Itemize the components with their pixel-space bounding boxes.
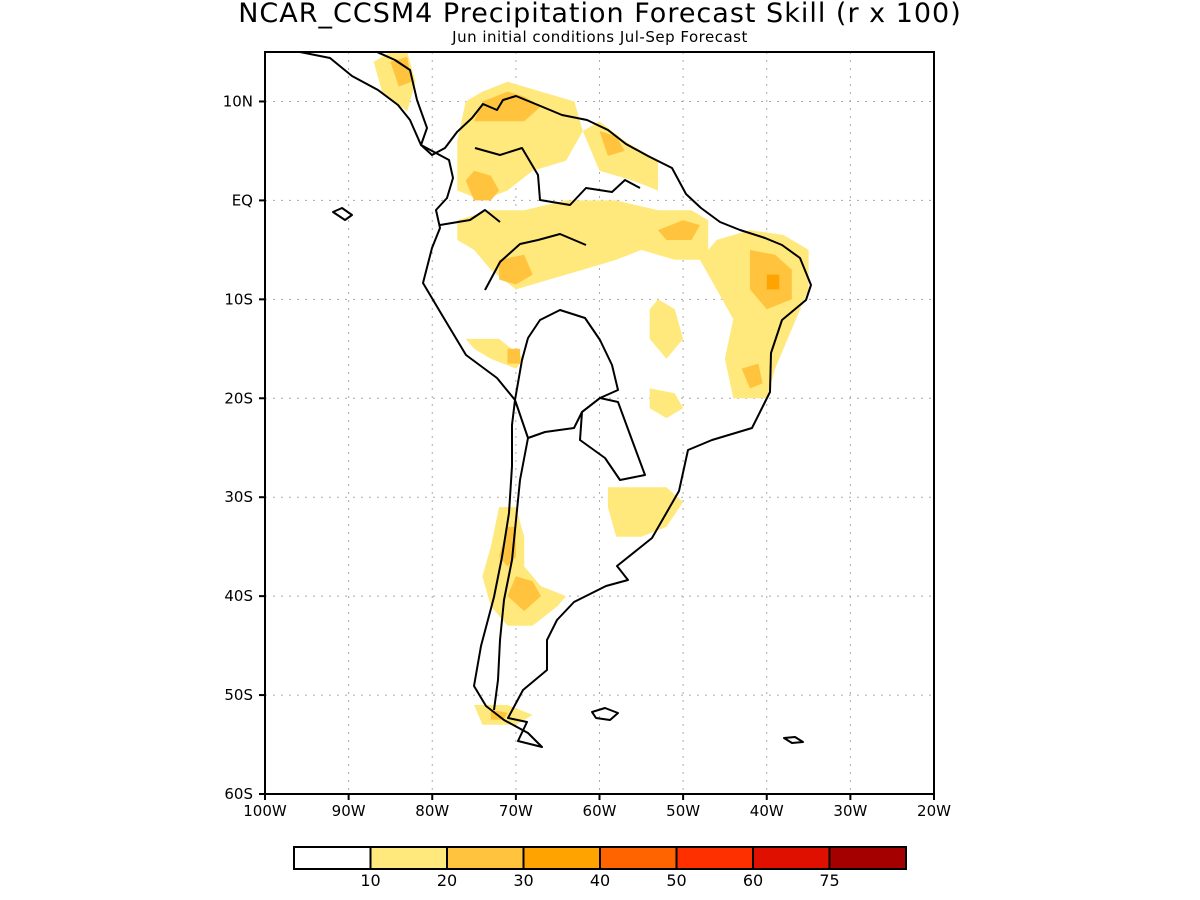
skill-region-amazon-core — [499, 254, 533, 285]
chart-title: NCAR_CCSM4 Precipitation Forecast Skill … — [238, 0, 962, 29]
y-tick-label: 60S — [224, 785, 253, 803]
x-tick-label: 20W — [917, 802, 951, 820]
axis-ticks: 100W 90W 80W 70W 60W 50W 40W 30W 20W 10N EQ 10S 20S 3… — [223, 92, 951, 820]
skill-region-guyana-core — [599, 131, 625, 156]
skill-region-patagonia-core — [507, 576, 541, 611]
ecuador-border — [439, 209, 501, 226]
colorbar: 10 20 30 40 50 60 75 — [293, 846, 907, 890]
skill-region-northeast-peak — [766, 274, 780, 290]
skill-region-para — [658, 220, 700, 240]
colorbar-swatch — [522, 846, 601, 870]
colorbar-swatch — [369, 846, 448, 870]
colorbar-label: 30 — [513, 871, 533, 890]
colorbar-swatch — [675, 846, 754, 870]
y-tick-label: 40S — [224, 587, 253, 605]
colorbar-swatch — [828, 846, 907, 870]
skill-region-sao-paulo — [649, 388, 684, 419]
colorbar-label: 50 — [666, 871, 686, 890]
skill-region-colombia-west — [465, 170, 500, 201]
x-tick-label: 70W — [499, 802, 533, 820]
skill-region-central-america-core — [390, 56, 412, 87]
y-tick-label: 50S — [224, 686, 253, 704]
skill-region-chile-central — [482, 507, 566, 626]
colorbar-swatch — [599, 846, 678, 870]
skill-shading — [373, 52, 809, 725]
colombia-venezuela-border — [474, 147, 641, 206]
x-tick-label: 30W — [833, 802, 867, 820]
galapagos — [332, 207, 353, 221]
colorbar-label: 20 — [437, 871, 457, 890]
skill-region-brazil-central — [649, 299, 684, 359]
colorbar-swatch — [293, 846, 372, 870]
skill-region-minas — [741, 363, 763, 389]
skill-region-amazon-upper — [457, 200, 709, 290]
peru-brazil-border — [484, 233, 587, 291]
chart-subtitle: Jun initial conditions Jul-Sep Forecast — [452, 28, 748, 46]
x-tick-label: 80W — [415, 802, 449, 820]
y-tick-label: 20S — [224, 389, 253, 407]
south-georgia — [783, 736, 804, 744]
bolivia-border — [514, 309, 619, 439]
x-tick-label: 100W — [243, 802, 287, 820]
coastline — [299, 52, 812, 748]
y-tick-label: 10S — [224, 290, 253, 308]
y-tick-label: EQ — [232, 191, 253, 209]
skill-region-guyana — [582, 121, 658, 191]
skill-region-peru-core — [507, 348, 521, 364]
y-tick-label: 10N — [223, 92, 253, 110]
colorbar-label: 40 — [590, 871, 610, 890]
x-tick-label: 90W — [332, 802, 366, 820]
argentina-chile-border — [493, 437, 529, 711]
colorbar-label: 60 — [743, 871, 763, 890]
y-tick-label: 30S — [224, 488, 253, 506]
skill-region-uruguay — [607, 487, 684, 537]
x-tick-label: 40W — [750, 802, 784, 820]
central-america-coastline — [299, 52, 428, 146]
colorbar-label: 10 — [360, 871, 380, 890]
paraguay-border — [579, 397, 646, 481]
colorbar-swatch — [752, 846, 831, 870]
colorbar-swatch — [446, 846, 525, 870]
x-tick-label: 50W — [666, 802, 700, 820]
x-tick-label: 60W — [583, 802, 617, 820]
falklands — [591, 707, 619, 721]
colorbar-label: 75 — [819, 871, 839, 890]
